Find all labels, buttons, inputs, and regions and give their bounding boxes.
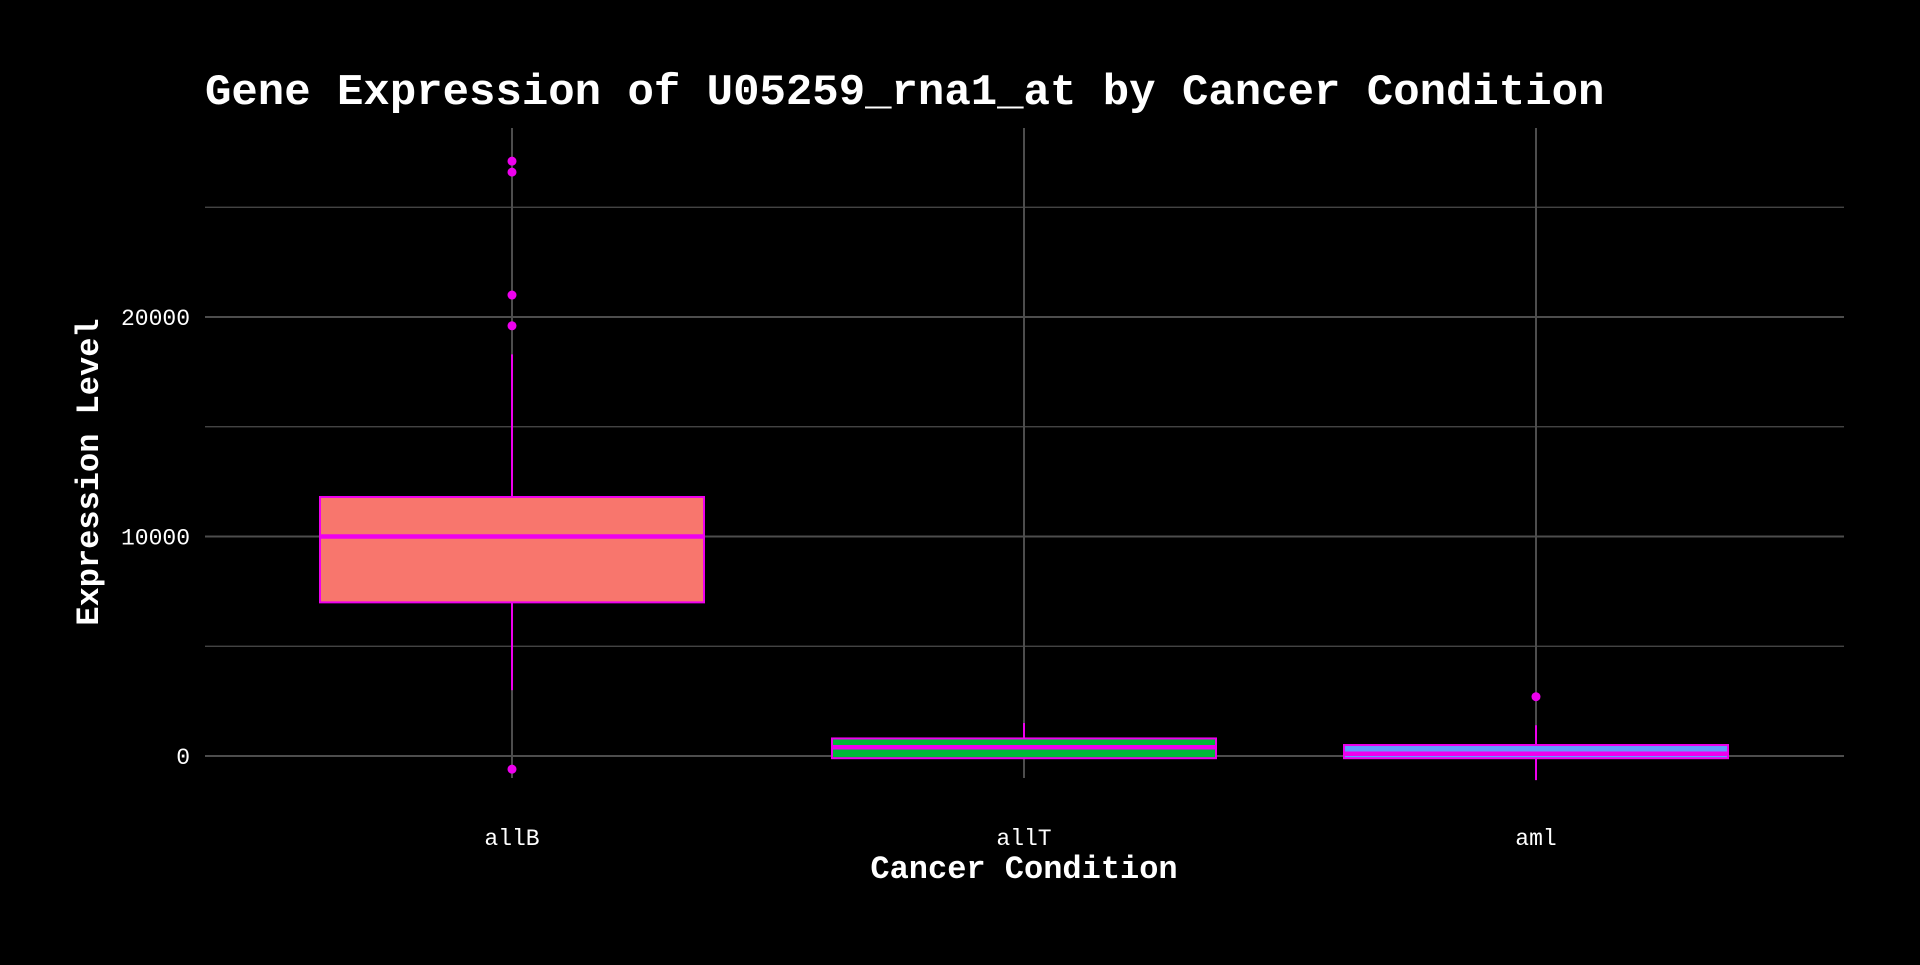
outlier-point [1531,692,1541,702]
box-aml [1343,692,1729,781]
outlier-point [507,290,517,300]
outlier-point [507,156,517,166]
outlier-point [507,167,517,177]
grid-layer [205,128,1844,778]
y-tick-label: 20000 [121,306,190,332]
box-allT [831,723,1217,760]
x-tick-label: allT [996,826,1051,852]
x-tick-label: allB [484,826,539,852]
box-allB [319,156,705,774]
tick-layer: 0 10000 20000 allB allT aml [121,306,1557,852]
box-body [319,495,705,604]
y-tick-label: 10000 [121,526,190,552]
x-tick-label: aml [1515,826,1556,852]
y-tick-label: 0 [176,745,190,771]
box-layer [319,156,1729,781]
outlier-point [507,321,517,331]
x-axis-title: Cancer Condition [870,851,1177,888]
outlier-point [507,764,517,774]
y-axis-title: Expression Level [71,318,108,625]
chart-title: Gene Expression of U05259_rna1_at by Can… [205,68,1604,118]
